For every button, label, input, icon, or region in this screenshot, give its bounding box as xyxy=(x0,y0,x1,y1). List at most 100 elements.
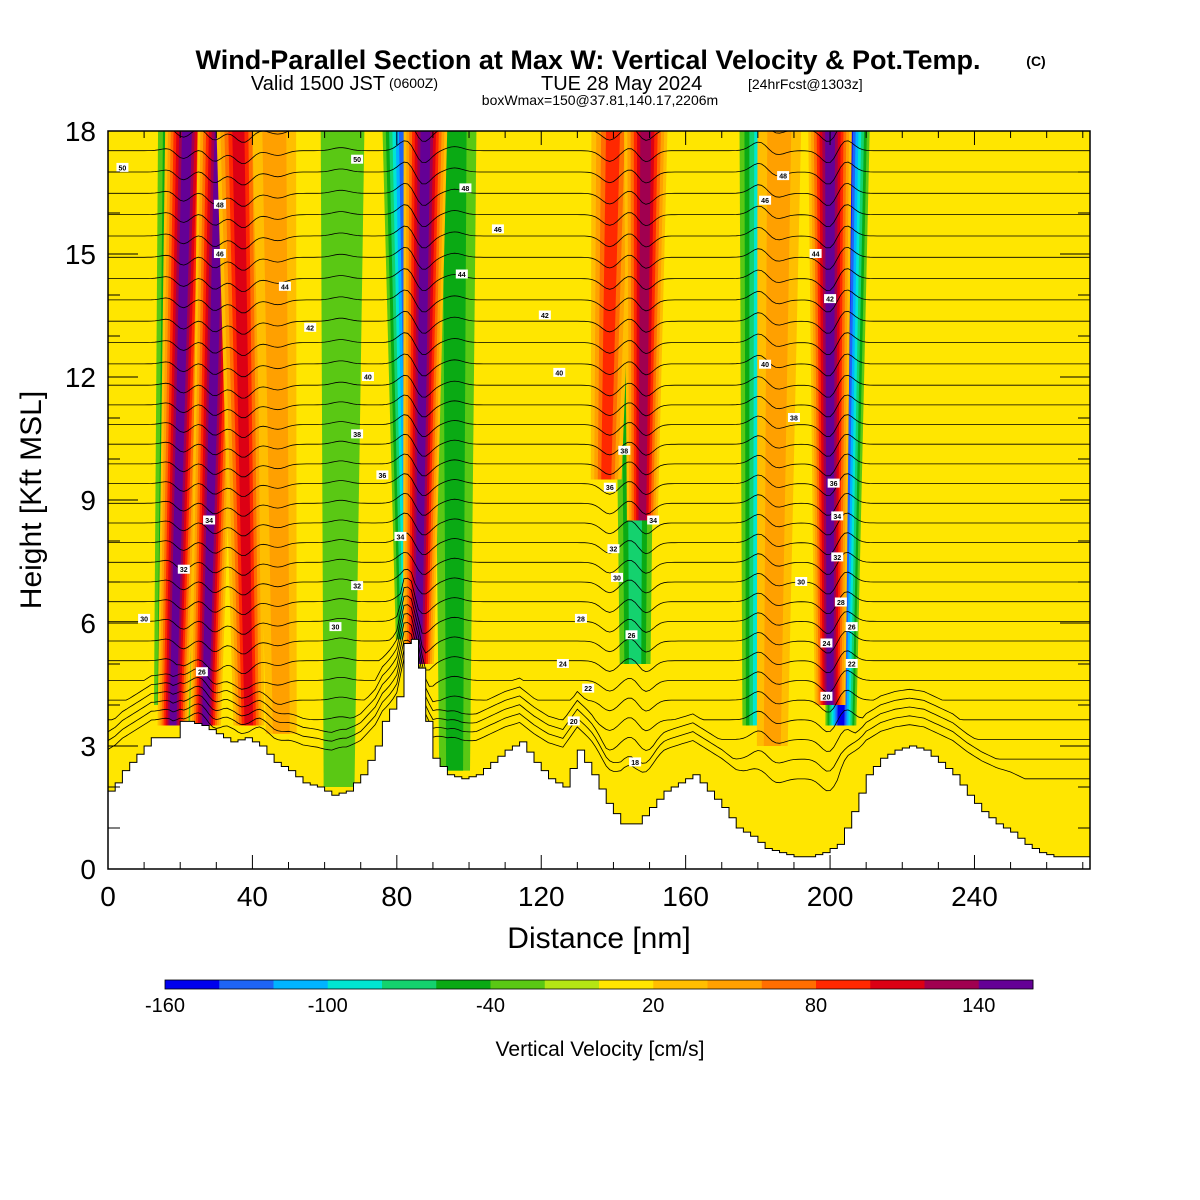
isentrope-label-text: 36 xyxy=(830,481,838,488)
isentrope-label-4: 48 xyxy=(777,171,790,181)
box-info: boxWmax=150@37.81,140.17,2206m xyxy=(482,92,718,108)
isentrope-line-16 xyxy=(108,453,1090,478)
isentrope-label-text: 18 xyxy=(631,760,639,767)
isentrope-label-bg xyxy=(491,224,504,234)
isentrope-label-1: 50 xyxy=(351,154,364,164)
x-axis-label: Distance [nm] xyxy=(507,922,690,955)
isentrope-label-bg xyxy=(138,613,151,623)
isentrope-label-28: 32 xyxy=(831,552,844,562)
valid-time-line: Valid 1500 JST (0600Z) TUE 28 May 2024 [… xyxy=(251,73,863,95)
isentrope-label-bg xyxy=(394,531,407,541)
isentrope-line-21 xyxy=(108,353,1090,378)
colorbar-swatch-9 xyxy=(653,980,708,989)
colorbar-swatch-3 xyxy=(327,980,383,989)
colorbar-tick-label: 20 xyxy=(642,995,664,1017)
isentrope-label-bg xyxy=(116,162,129,172)
isentrope-label-bg xyxy=(759,359,772,369)
isentrope-label-text: 44 xyxy=(281,284,289,291)
isentrope-label-text: 26 xyxy=(848,625,856,632)
isentrope-label-39: 24 xyxy=(820,638,833,648)
colorbar-tick-label: -100 xyxy=(308,995,348,1017)
isentrope-label-31: 30 xyxy=(611,572,624,582)
updraft-band-6-level-5 xyxy=(638,131,652,521)
isentrope-label-26: 34 xyxy=(831,511,844,521)
colorbar-swatch-15 xyxy=(978,980,1034,989)
isentrope-label-text: 20 xyxy=(570,719,578,726)
isentrope-line-7 xyxy=(108,595,1090,655)
isentrope-label-bg xyxy=(629,757,642,767)
isentrope-line-11 xyxy=(108,551,1090,576)
isentrope-label-12: 42 xyxy=(304,322,317,332)
isentrope-label-43: 22 xyxy=(582,683,595,693)
isentrope-label-text: 40 xyxy=(761,362,769,369)
colorbar-label: Vertical Velocity [cm/s] xyxy=(496,1038,705,1061)
isentrope-line-23 xyxy=(108,310,1090,335)
isentrope-label-bg xyxy=(351,429,364,439)
chart-title: Wind-Parallel Section at Max W: Vertical… xyxy=(196,45,981,75)
isentrope-label-bg xyxy=(459,183,472,193)
isentrope-label-27: 32 xyxy=(607,544,620,554)
isentrope-line-22 xyxy=(108,332,1090,356)
colorbar-tick-label: -40 xyxy=(476,995,505,1017)
isentrope-label-45: 20 xyxy=(567,716,580,726)
isentrope-label-2: 48 xyxy=(459,183,472,193)
isentrope-label-33: 30 xyxy=(138,613,151,623)
isentrope-label-9: 46 xyxy=(213,249,226,259)
downdraft-band-6-level-1 xyxy=(442,131,467,771)
isentrope-line-17 xyxy=(108,433,1090,458)
y-tick-label: 18 xyxy=(65,116,96,147)
isentrope-label-text: 36 xyxy=(378,473,386,480)
isentrope-label-38: 26 xyxy=(845,622,858,632)
isentrope-label-bg xyxy=(759,195,772,205)
copyright-mark: (C) xyxy=(1026,53,1045,69)
isentrope-line-10 xyxy=(108,568,1090,596)
isentrope-label-bg xyxy=(213,199,226,209)
velocity-field xyxy=(153,131,870,787)
y-tick-label: 0 xyxy=(80,854,96,885)
isentrope-line-1 xyxy=(108,648,1090,772)
x-tick-label: 240 xyxy=(951,881,998,912)
updraft-band-8-level-1 xyxy=(763,131,792,746)
isentrope-label-bg xyxy=(455,269,468,279)
isentrope-label-text: 24 xyxy=(823,641,831,648)
isentrope-label-bg xyxy=(618,445,631,455)
isentrope-label-bg xyxy=(824,294,837,304)
isentrope-label-bg xyxy=(625,630,638,640)
isentrope-label-19: 36 xyxy=(376,470,389,480)
isentrope-label-text: 22 xyxy=(584,686,592,693)
isentrope-label-text: 46 xyxy=(216,252,224,259)
isentrope-label-0: 50 xyxy=(116,162,129,172)
isentrope-label-text: 36 xyxy=(606,485,614,492)
isentrope-label-bg xyxy=(845,659,858,668)
x-tick-label: 200 xyxy=(807,881,854,912)
isentrope-label-bg xyxy=(582,683,595,693)
isentrope-label-34: 30 xyxy=(329,622,342,632)
isentrope-label-text: 32 xyxy=(610,547,618,554)
isentrope-label-bg xyxy=(603,482,616,492)
isentrope-label-text: 20 xyxy=(823,694,831,701)
isentrope-label-bg xyxy=(647,515,660,525)
terrain-mask xyxy=(108,638,1090,869)
isentrope-label-bg xyxy=(304,322,317,332)
isentrope-label-text: 48 xyxy=(216,202,224,209)
isentrope-label-bg xyxy=(827,478,840,488)
isentrope-label-bg xyxy=(351,581,364,591)
colorbar-swatch-8 xyxy=(599,980,654,989)
y-tick-label: 12 xyxy=(65,362,96,393)
valid-prefix: Valid 1500 JST xyxy=(251,73,385,95)
isentrope-label-text: 34 xyxy=(397,534,405,541)
isentrope-label-18: 38 xyxy=(787,413,800,423)
isentrope-label-text: 42 xyxy=(826,297,834,304)
isentrope-label-text: 34 xyxy=(649,518,657,525)
isentrope-label-bg xyxy=(361,372,374,381)
isentrope-label-bg xyxy=(203,515,216,525)
colorbar-swatch-13 xyxy=(870,980,925,989)
isentrope-label-44: 20 xyxy=(820,691,833,701)
isentrope-label-bg xyxy=(553,367,566,377)
isentrope-label-text: 40 xyxy=(364,375,372,382)
isentrope-line-18 xyxy=(108,414,1090,438)
isentrope-label-text: 32 xyxy=(833,555,841,562)
isentrope-label-5: 46 xyxy=(759,195,772,205)
isentrope-label-bg xyxy=(376,470,389,480)
isentrope-label-15: 40 xyxy=(553,367,566,377)
